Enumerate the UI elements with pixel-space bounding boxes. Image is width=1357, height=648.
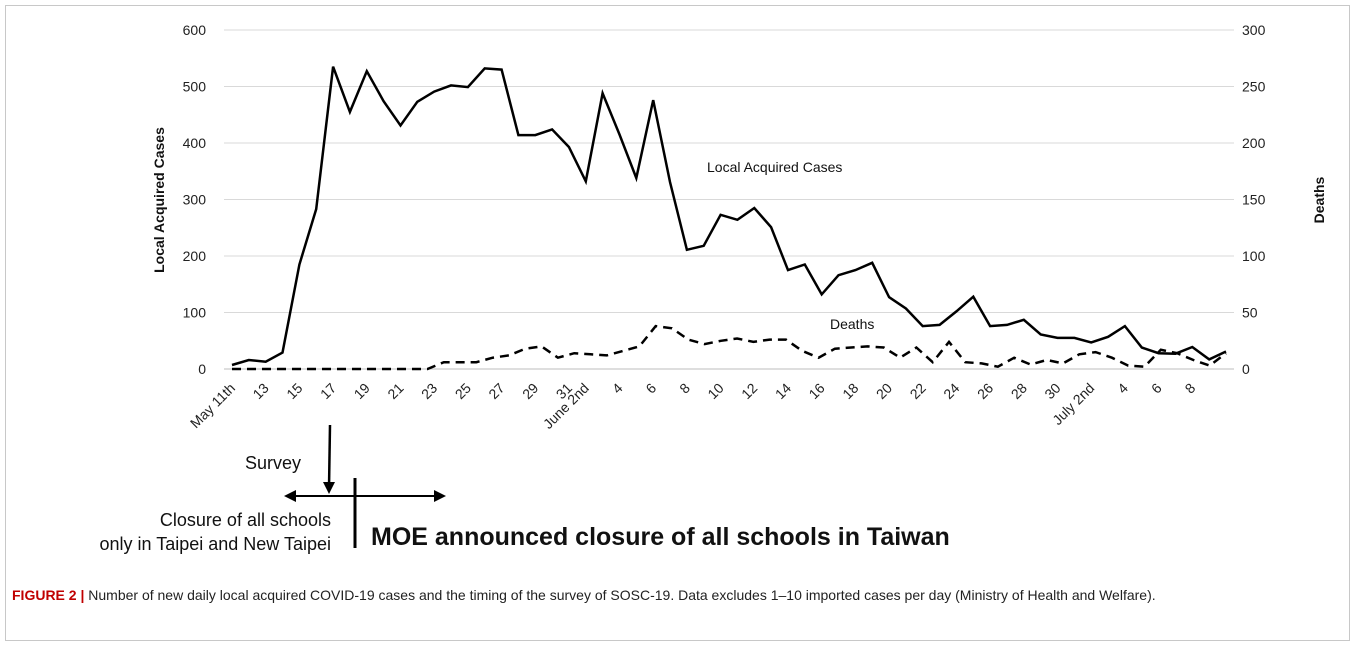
survey-arrow-head — [323, 482, 335, 494]
local-closure-label-line2: only in Taipei and New Taipei — [100, 534, 332, 554]
figure-caption: FIGURE 2 | Number of new daily local acq… — [12, 586, 1342, 605]
right-axis-tick-label: 250 — [1242, 79, 1266, 95]
local-closure-label-line1: Closure of all schools — [160, 510, 331, 530]
figure-frame — [5, 5, 1350, 641]
series-label-deaths: Deaths — [830, 316, 874, 332]
x-axis-tick-label: 18 — [839, 380, 861, 402]
x-axis-tick-label: 12 — [738, 380, 760, 402]
x-axis-tick-label: 15 — [283, 380, 305, 402]
x-axis-tick-label: 4 — [1114, 380, 1131, 397]
x-axis-tick-label: 19 — [351, 380, 373, 402]
gridlines — [224, 29, 1234, 370]
x-axis-tick-label: 17 — [317, 380, 339, 402]
series-label-cases: Local Acquired Cases — [707, 159, 842, 175]
x-axis-tick-label: 20 — [873, 380, 895, 402]
right-axis-tick-label: 0 — [1242, 361, 1250, 377]
right-axis-tick-label: 100 — [1242, 248, 1266, 264]
x-axis-tick-label: 10 — [704, 380, 726, 402]
x-axis-tick-label: 13 — [249, 380, 271, 402]
x-axis-tick-label: 25 — [452, 380, 474, 402]
x-axis-tick-label: 27 — [485, 380, 507, 402]
left-axis-tick-label: 600 — [183, 22, 207, 38]
right-axis-tick-label: 150 — [1242, 192, 1266, 208]
local-cases-series-line — [231, 66, 1227, 367]
right-axis-tick-label: 50 — [1242, 305, 1258, 321]
left-axis-tick-label: 0 — [198, 361, 206, 377]
x-axis-tick-label: 30 — [1041, 380, 1063, 402]
x-axis-tick-label: 28 — [1008, 380, 1030, 402]
deaths-series-line — [232, 324, 1227, 371]
x-axis-tick-label: 14 — [772, 380, 794, 402]
x-axis-tick-label: 21 — [384, 380, 406, 402]
left-axis-tick-label: 200 — [183, 248, 207, 264]
left-axis-tick-label: 100 — [183, 305, 207, 321]
x-axis-tick-label: 8 — [1182, 380, 1199, 397]
left-axis-ticks: 0 100 200 300 400 500 600 — [183, 22, 207, 377]
right-axis-tick-label: 300 — [1242, 22, 1266, 38]
figure-caption-text: Number of new daily local acquired COVID… — [88, 587, 1156, 603]
x-axis-tick-label: 23 — [418, 380, 440, 402]
survey-arrow-shaft — [327, 424, 332, 489]
x-axis-tick-label: 29 — [519, 380, 541, 402]
right-axis-tick-label: 200 — [1242, 135, 1266, 151]
x-axis-tick-label: 26 — [974, 380, 996, 402]
left-axis-tick-label: 400 — [183, 135, 207, 151]
x-axis-tick-label: 22 — [907, 380, 929, 402]
y-axis-title-left: Local Acquired Cases — [151, 127, 167, 273]
right-axis-ticks: 0 50 100 150 200 250 300 — [1242, 22, 1266, 377]
chart: 0 100 200 300 400 500 600 0 50 100 150 200 250 300 M… — [100, 22, 1328, 554]
x-axis-tick-label: 6 — [642, 380, 659, 397]
x-axis-tick-label: 6 — [1148, 380, 1165, 397]
y-axis-title-right: Deaths — [1311, 176, 1327, 223]
x-axis-tick-label: 24 — [940, 380, 962, 402]
left-axis-tick-label: 300 — [183, 192, 207, 208]
moe-closure-label: MOE announced closure of all schools in … — [371, 523, 950, 551]
x-axis-tick-label: 16 — [805, 380, 827, 402]
local-closure-arrow-head — [284, 490, 296, 502]
x-axis-tick-label: 8 — [676, 380, 693, 397]
x-axis-tick-label: May 11th — [187, 380, 238, 431]
moe-closure-arrow-head — [434, 490, 446, 502]
x-axis-tick-label: 4 — [609, 380, 626, 397]
figure-label: FIGURE 2 | — [12, 587, 85, 603]
survey-label: Survey — [245, 453, 301, 473]
left-axis-tick-label: 500 — [183, 79, 207, 95]
